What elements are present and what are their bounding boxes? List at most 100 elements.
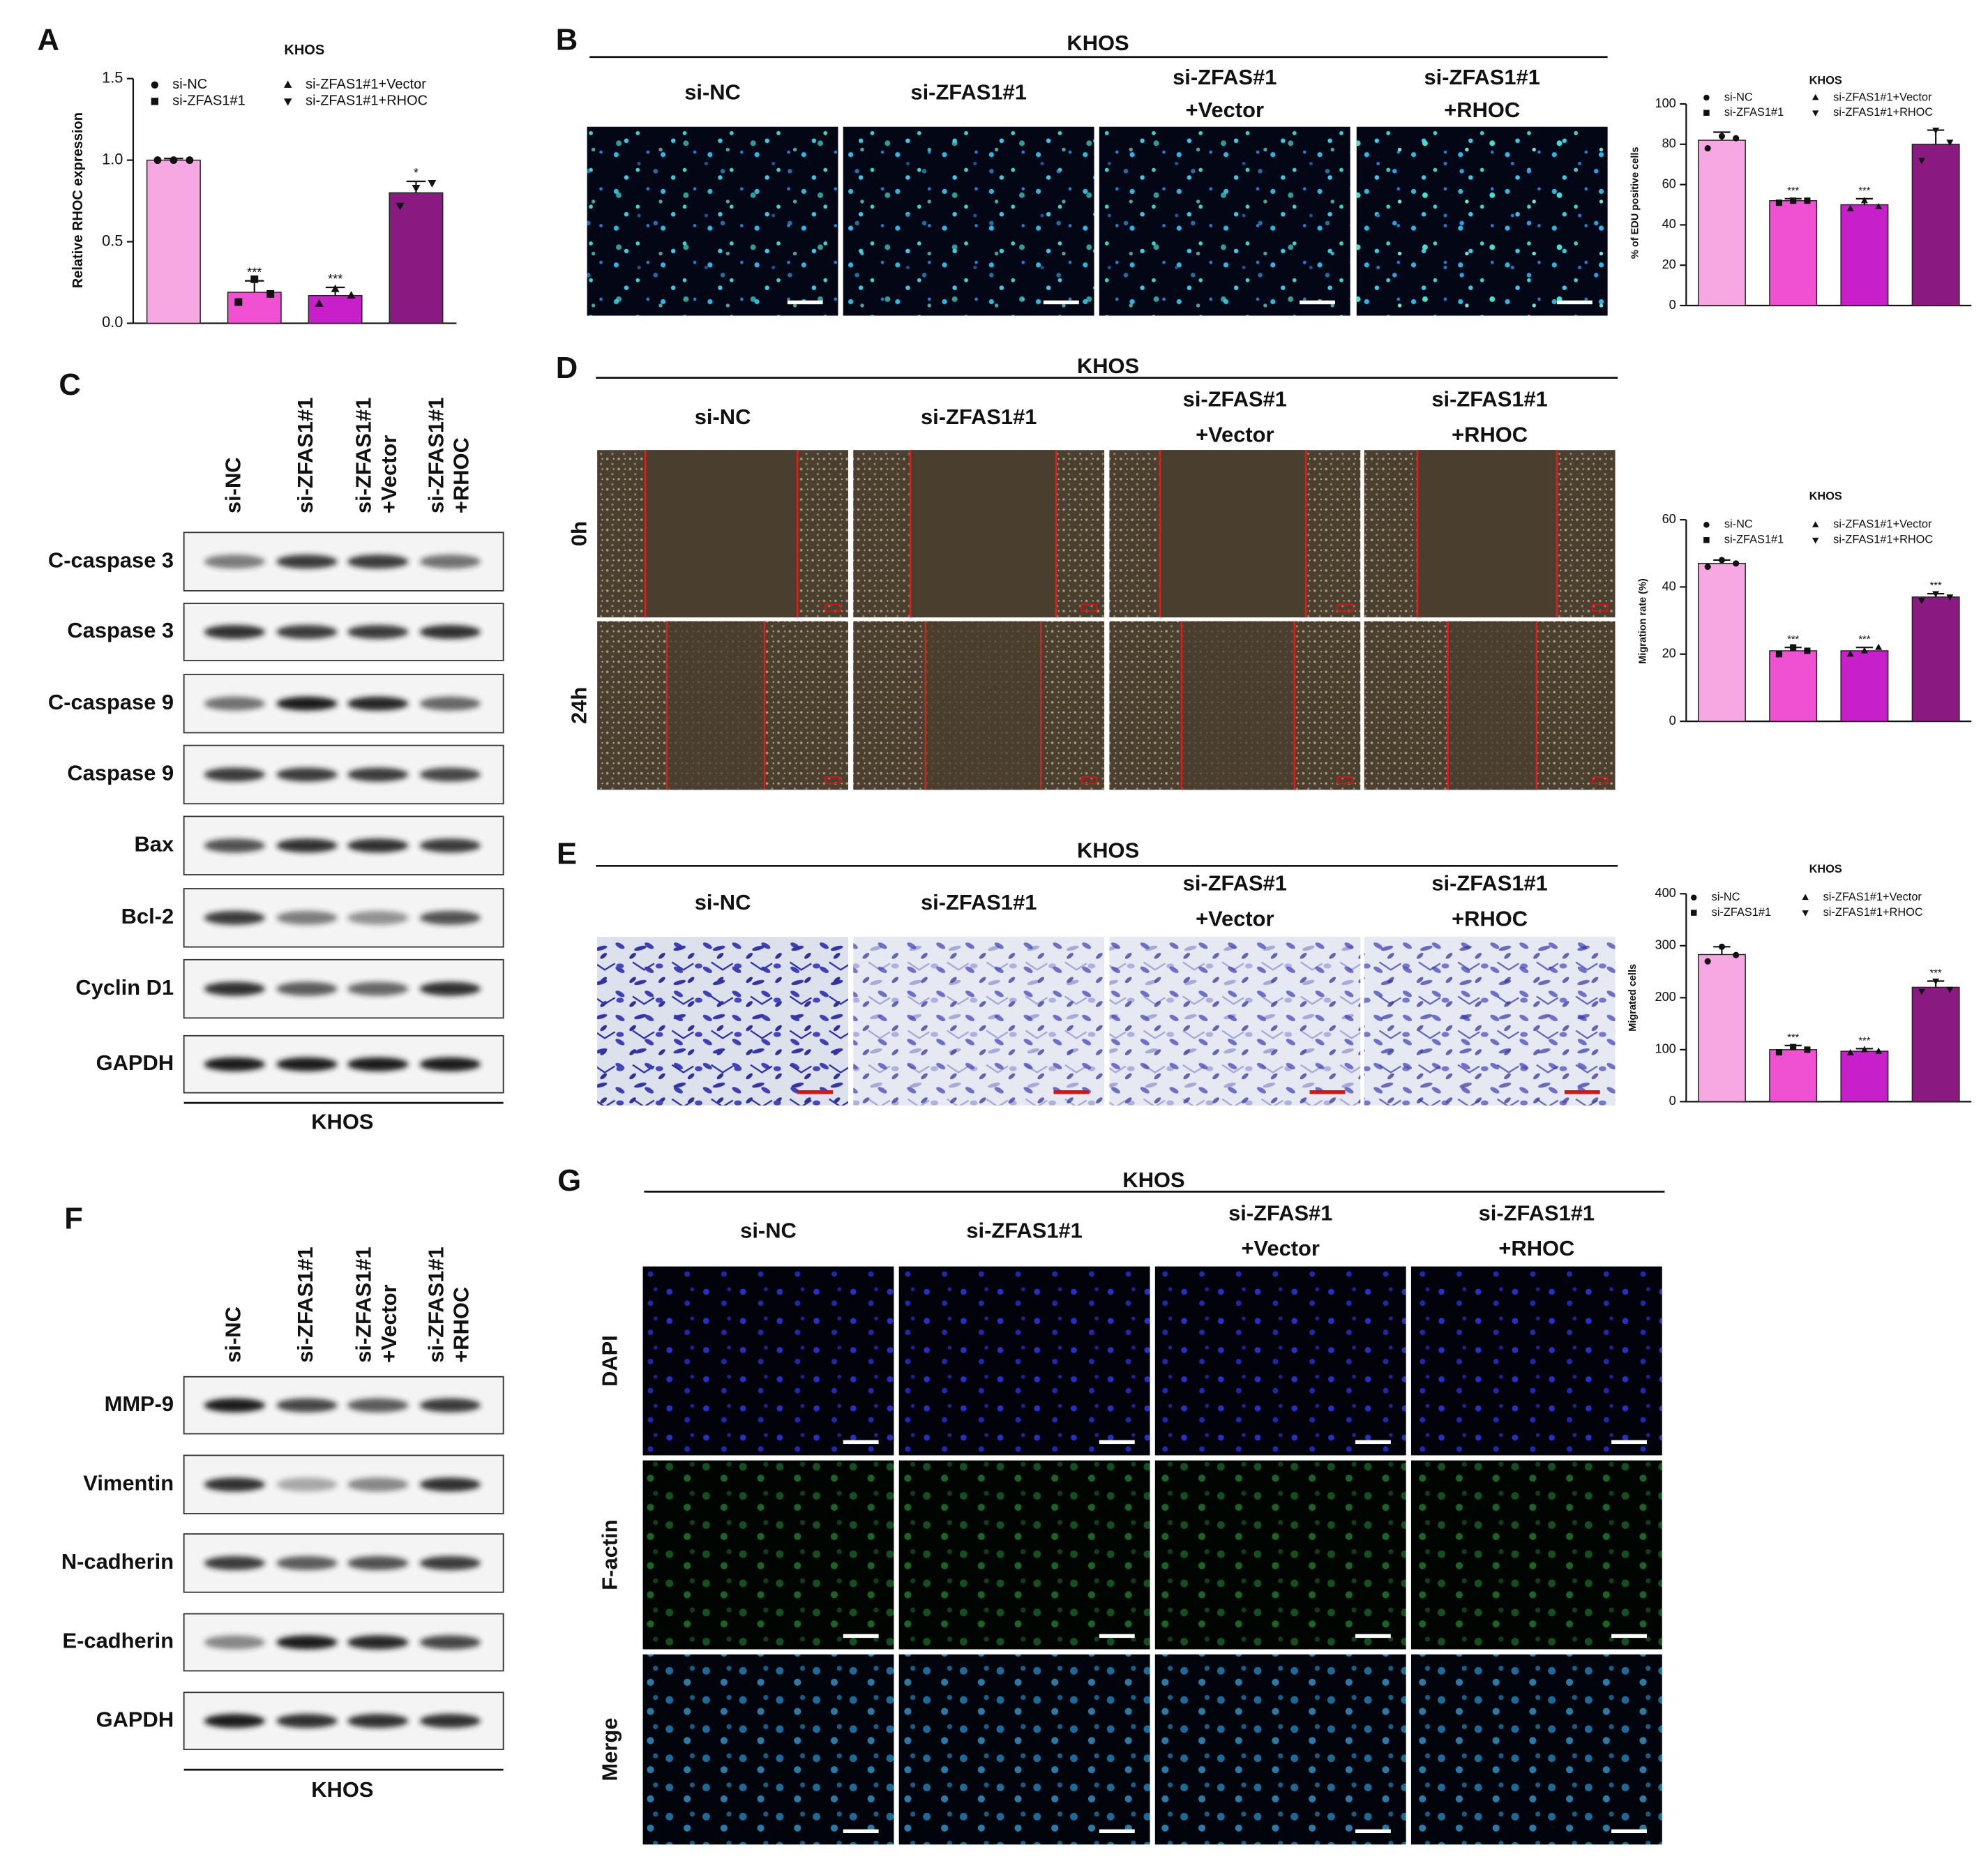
column-header: si-ZFAS#1 (1183, 871, 1287, 896)
legend-label: si-ZFAS1#1 (172, 93, 245, 109)
data-point (1804, 197, 1811, 204)
panel-label: B (556, 23, 578, 56)
blot-band (204, 767, 265, 782)
column-header: si-NC (695, 405, 751, 429)
data-point (1733, 951, 1740, 958)
image-bg (642, 1654, 894, 1845)
legend-label: si-ZFAS1#1+RHOC (1833, 534, 1933, 546)
micrograph (1364, 937, 1616, 1106)
micrograph (1410, 1654, 1662, 1845)
scale-bar (843, 1440, 879, 1445)
blot-band (204, 910, 265, 925)
column-header: si-ZFAS#1 (1183, 386, 1287, 411)
blot-band (276, 1714, 338, 1728)
bar (389, 192, 444, 324)
micrograph (898, 1460, 1150, 1650)
blot-band (419, 1398, 481, 1412)
data-point (1704, 145, 1711, 152)
data-point (1704, 564, 1711, 571)
scale-bar (1099, 1634, 1135, 1638)
scale-bar (1355, 1829, 1391, 1834)
legend-label: si-NC (1724, 518, 1753, 531)
y-tick-label: 1.5 (102, 68, 123, 86)
micrograph (1410, 1460, 1662, 1650)
scratch-gap (925, 621, 1041, 790)
column-header: si-ZFAS#1 (1173, 65, 1277, 89)
y-tick-label: 80 (1662, 137, 1676, 151)
panel-label: D (556, 352, 578, 385)
blot-band (419, 1057, 481, 1071)
legend-marker (151, 81, 159, 89)
blot-band (419, 696, 481, 711)
y-tick-label: 200 (1655, 990, 1676, 1004)
data-point (347, 291, 356, 299)
column-header: +Vector (1242, 1236, 1320, 1260)
image-overlay (1364, 937, 1616, 1106)
blot-band (276, 838, 338, 853)
bar (1769, 650, 1818, 722)
legend-label: si-NC (1712, 891, 1740, 903)
blot-band (419, 838, 481, 853)
blot-band (204, 1477, 265, 1492)
lane-label: +RHOC (449, 1287, 474, 1363)
image-overlay (1099, 126, 1350, 316)
data-point (1790, 197, 1797, 204)
legend-marker (1703, 110, 1710, 116)
micrograph (1154, 1460, 1406, 1650)
blot-band (347, 555, 409, 569)
blot-band (419, 1635, 481, 1650)
scale-bar (1099, 1829, 1135, 1834)
data-point (396, 202, 405, 211)
image-overlay (1356, 126, 1608, 316)
data-point (1718, 133, 1725, 140)
scale-bar (787, 300, 823, 305)
micrograph (1109, 450, 1361, 618)
scale-bar (1556, 300, 1592, 305)
blot-band (347, 1714, 409, 1728)
y-tick-label: 0 (1669, 1094, 1676, 1108)
bar (1911, 596, 1960, 722)
micrograph (642, 1460, 894, 1650)
legend-label: si-ZFAS1#1 (1712, 906, 1771, 919)
micrograph (587, 126, 838, 316)
chart-title: KHOS (1809, 490, 1842, 503)
data-point (234, 298, 243, 306)
legend-marker (1802, 894, 1809, 901)
data-point (1946, 986, 1954, 993)
blot-band (347, 838, 409, 853)
y-axis-label: Migrated cells (1627, 964, 1639, 1032)
legend-label: si-ZFAS1#1+Vector (1833, 91, 1932, 103)
y-tick-label: 40 (1662, 579, 1676, 593)
legend-marker (1802, 910, 1809, 917)
blot-band (347, 1057, 409, 1071)
data-point (1846, 650, 1854, 657)
bar (146, 159, 201, 324)
bar (1697, 140, 1746, 306)
image-bg (898, 1460, 1150, 1650)
scratch-gap (1181, 621, 1295, 790)
blot-band (204, 1057, 265, 1071)
blot-band (204, 1714, 265, 1728)
data-point (1704, 958, 1711, 965)
legend-label: si-ZFAS1#1+Vector (1823, 891, 1922, 903)
lane-label: si-ZFAS1#1 (352, 398, 376, 513)
blot-band (347, 696, 409, 711)
column-header: si-NC (740, 1219, 797, 1243)
micrograph (597, 937, 848, 1106)
y-tick-label: 0.5 (102, 232, 123, 249)
blot-band (347, 910, 409, 925)
legend-marker (1812, 110, 1819, 116)
data-point (1932, 591, 1940, 598)
image-bg (642, 1266, 894, 1456)
blot-band (204, 696, 265, 711)
data-point (266, 289, 275, 298)
scale-bar (1053, 1090, 1090, 1094)
micrograph (1356, 126, 1608, 316)
data-point (1775, 651, 1782, 658)
significance: * (414, 166, 419, 180)
micrograph (1109, 621, 1361, 790)
image-bg (1154, 1266, 1406, 1456)
lane-label: si-ZFAS1#1 (352, 1246, 376, 1362)
micrograph (1154, 1654, 1406, 1845)
